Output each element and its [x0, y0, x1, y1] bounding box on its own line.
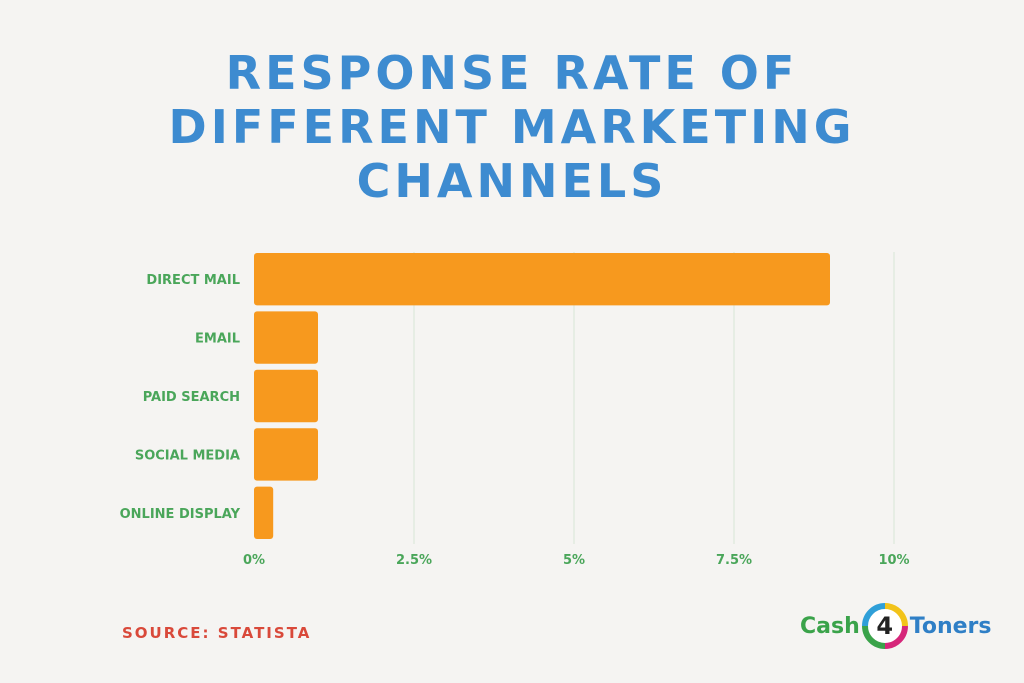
- chart-title: RESPONSE RATE OF DIFFERENT MARKETING CHA…: [0, 46, 1024, 208]
- bar: [254, 369, 318, 423]
- logo-number: 4: [876, 612, 894, 640]
- title-line-3: CHANNELS: [356, 154, 668, 208]
- category-label: SOCIAL MEDIA: [135, 448, 240, 463]
- bar-chart: DIRECT MAIL EMAIL PAID SEARCH SOCIAL MEDIA O…: [120, 252, 910, 568]
- bar: [254, 486, 274, 539]
- title-line-1: RESPONSE RATE OF: [225, 46, 799, 100]
- category-label: DIRECT MAIL: [146, 273, 240, 288]
- x-tick-label: 2.5%: [396, 553, 432, 568]
- bar: [254, 428, 318, 481]
- x-tick-label: 5%: [563, 553, 585, 568]
- category-label: PAID SEARCH: [143, 390, 240, 405]
- brand-logo: Cash 4 Toners: [800, 600, 991, 652]
- category-label: ONLINE DISPLAY: [120, 507, 241, 522]
- title-line-2: DIFFERENT MARKETING: [168, 100, 856, 154]
- logo-circle-icon: 4: [861, 603, 908, 649]
- x-tick-label: 0%: [243, 553, 265, 568]
- logo-text-cash: Cash: [800, 613, 860, 639]
- x-tick-label: 10%: [878, 553, 909, 568]
- source-note: SOURCE: STATISTA: [122, 624, 312, 642]
- logo-text-toners: Toners: [909, 613, 992, 639]
- category-label: EMAIL: [195, 332, 240, 347]
- bar: [254, 253, 830, 306]
- bar: [254, 311, 318, 364]
- x-tick-label: 7.5%: [716, 553, 752, 568]
